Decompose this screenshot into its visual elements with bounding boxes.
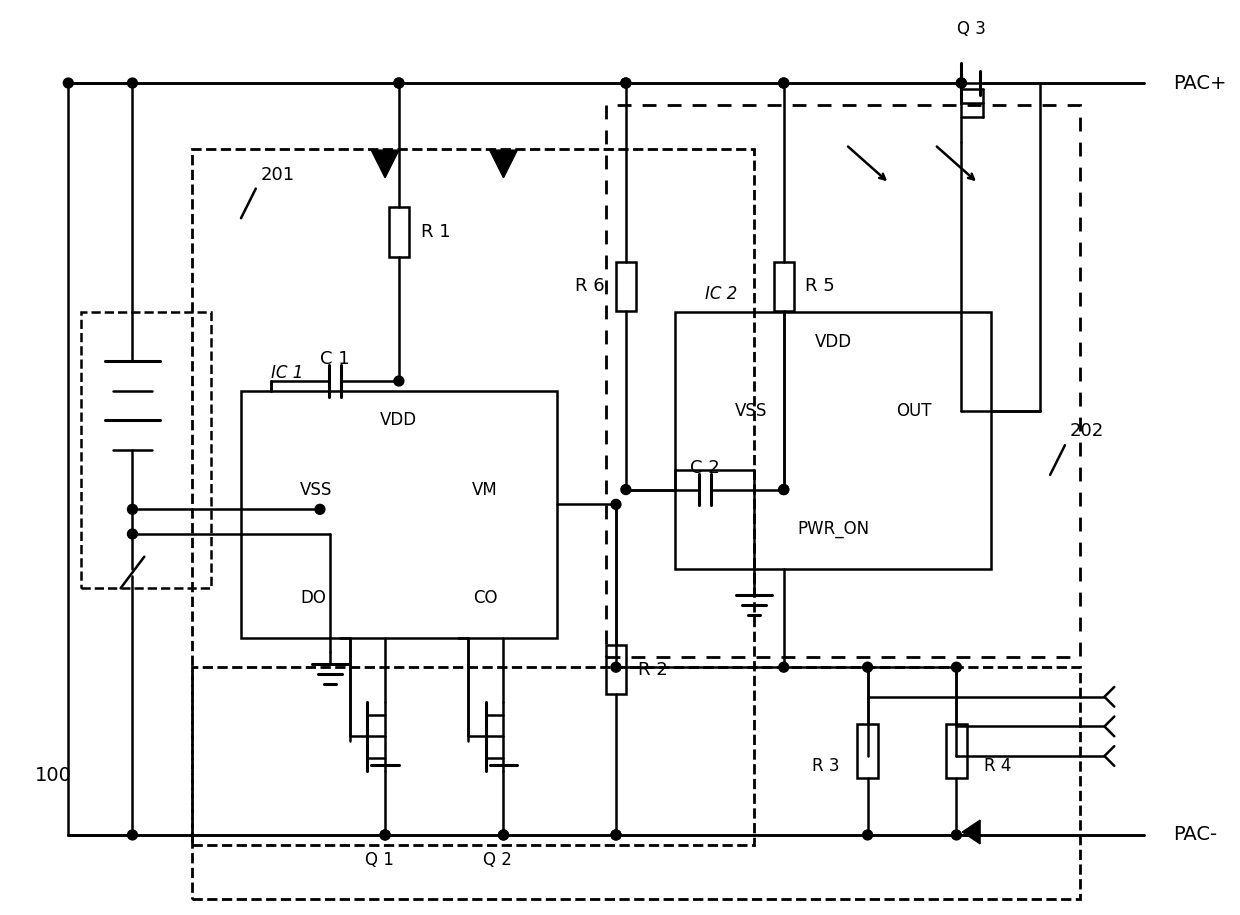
Text: PWR_ON: PWR_ON: [797, 520, 869, 538]
Circle shape: [381, 830, 391, 840]
Circle shape: [779, 662, 789, 673]
Text: Q 3: Q 3: [957, 20, 986, 38]
Text: R 1: R 1: [420, 223, 450, 241]
Bar: [606, 104, 1080, 657]
Text: DO: DO: [300, 589, 326, 608]
Circle shape: [621, 78, 631, 88]
Bar: [616, 262, 636, 311]
Circle shape: [779, 485, 789, 494]
Circle shape: [381, 830, 391, 840]
Circle shape: [63, 78, 73, 88]
Text: R 3: R 3: [812, 757, 839, 775]
Circle shape: [863, 830, 873, 840]
Circle shape: [611, 662, 621, 673]
Polygon shape: [962, 820, 980, 844]
Text: VDD: VDD: [381, 412, 418, 429]
Text: C 2: C 2: [689, 458, 719, 477]
Text: OUT: OUT: [897, 402, 931, 420]
Text: CO: CO: [474, 589, 497, 608]
Text: C 1: C 1: [320, 350, 350, 369]
Text: R 4: R 4: [985, 757, 1012, 775]
Circle shape: [394, 78, 404, 88]
Bar: [857, 724, 878, 778]
Text: PAC+: PAC+: [1173, 73, 1228, 92]
Circle shape: [128, 504, 138, 514]
Text: VDD: VDD: [815, 332, 852, 350]
Circle shape: [779, 485, 789, 494]
Polygon shape: [490, 150, 517, 178]
Text: R 5: R 5: [806, 277, 836, 296]
Circle shape: [611, 500, 621, 510]
Circle shape: [128, 78, 138, 88]
Text: PAC-: PAC-: [1173, 825, 1218, 845]
Text: Q 1: Q 1: [365, 851, 393, 868]
Circle shape: [394, 376, 404, 386]
Bar: [192, 149, 754, 845]
Bar: [774, 262, 794, 311]
Text: R 2: R 2: [637, 661, 667, 679]
Circle shape: [956, 78, 966, 88]
Text: Q 2: Q 2: [484, 851, 512, 868]
Circle shape: [951, 662, 961, 673]
Circle shape: [863, 662, 873, 673]
Text: 202: 202: [1070, 422, 1104, 440]
Bar: [81, 312, 211, 588]
Circle shape: [621, 485, 631, 494]
Bar: [676, 312, 991, 568]
Circle shape: [315, 504, 325, 514]
Circle shape: [779, 78, 789, 88]
Text: 100: 100: [35, 766, 71, 785]
Circle shape: [956, 78, 966, 88]
Circle shape: [951, 830, 961, 840]
Circle shape: [611, 830, 621, 840]
Text: 201: 201: [260, 166, 295, 184]
Text: R 6: R 6: [574, 277, 604, 296]
Circle shape: [779, 78, 789, 88]
Bar: [192, 667, 1080, 899]
Circle shape: [394, 78, 404, 88]
Bar: [946, 724, 967, 778]
Text: VM: VM: [471, 480, 497, 499]
Circle shape: [128, 830, 138, 840]
Text: VSS: VSS: [300, 480, 332, 499]
Circle shape: [621, 78, 631, 88]
Bar: [389, 208, 409, 257]
Circle shape: [498, 830, 508, 840]
Circle shape: [128, 529, 138, 539]
Text: IC 1: IC 1: [270, 364, 303, 382]
Text: IC 2: IC 2: [704, 285, 737, 303]
Circle shape: [611, 830, 621, 840]
Bar: [606, 645, 626, 694]
Circle shape: [498, 830, 508, 840]
Polygon shape: [371, 150, 399, 178]
Text: VSS: VSS: [734, 402, 766, 420]
Bar: [241, 391, 557, 638]
